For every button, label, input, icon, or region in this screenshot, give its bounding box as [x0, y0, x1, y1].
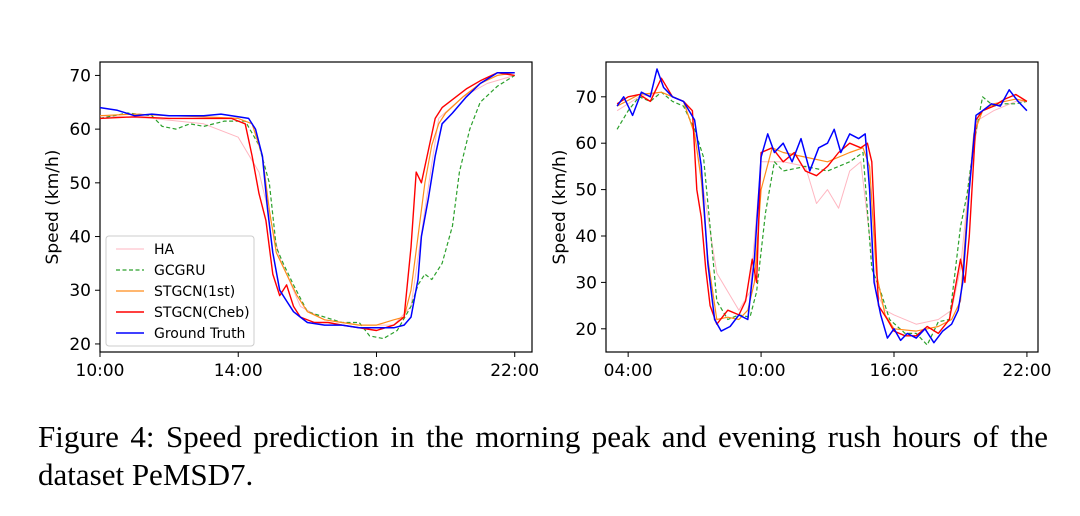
left-chart-frame	[99, 61, 533, 353]
right-ytick-label: 40	[575, 227, 597, 247]
left-chart-ylabel: Speed (km/h)	[43, 150, 63, 265]
legend-label-ha: HA	[154, 242, 175, 258]
right-ytick-label: 20	[575, 320, 597, 340]
legend-box	[105, 235, 255, 347]
right-ytick-label: 60	[575, 134, 597, 154]
right-series-stgcn-1st	[616, 91, 1028, 332]
figure-caption: Figure 4: Speed prediction in the mornin…	[38, 419, 1048, 492]
left-series-gcgru	[99, 74, 516, 340]
right-ytick-label: 30	[575, 273, 597, 293]
right-ytick-label: 70	[575, 88, 597, 108]
left-chart: 10:00 14:00 18:00 22:00 20 30 40 50 60 70 Speed (…	[43, 61, 539, 381]
left-ytick-label: 30	[69, 281, 91, 301]
right-xtick-label: 22:00	[1002, 361, 1051, 381]
legend-label-stgcn-1st: STGCN(1st)	[154, 284, 235, 300]
left-xtick-label: 22:00	[490, 361, 539, 381]
right-series-ground-truth	[616, 68, 1028, 344]
right-xtick-label: 10:00	[737, 361, 786, 381]
left-ytick-label: 20	[69, 335, 91, 355]
right-chart-frame	[605, 61, 1039, 353]
legend-label-gcgru: GCGRU	[154, 263, 205, 279]
left-ytick-label: 60	[69, 120, 91, 140]
left-ytick-label: 40	[69, 228, 91, 248]
legend-label-stgcn-cheb: STGCN(Cheb)	[154, 305, 250, 321]
left-ytick-label: 70	[69, 66, 91, 86]
left-series-stgcn-1st	[99, 72, 515, 326]
left-series-stgcn-cheb	[99, 71, 515, 332]
left-xtick-label: 18:00	[352, 361, 401, 381]
right-series-ha	[616, 91, 1027, 325]
right-chart: 04:00 10:00 16:00 22:00 20 30 40 50 60 70 Speed (…	[550, 61, 1051, 381]
right-series-stgcn-cheb	[616, 77, 1028, 337]
right-xtick-label: 04:00	[604, 361, 653, 381]
left-series-ground-truth	[99, 71, 515, 329]
right-xtick-label: 16:00	[870, 361, 919, 381]
left-ytick-label: 50	[69, 174, 91, 194]
left-xtick-label: 14:00	[214, 361, 263, 381]
legend: HA GCGRU STGCN(1st) STGCN(Cheb) Ground Truth	[105, 235, 255, 347]
legend-label-ground-truth: Ground Truth	[154, 326, 245, 342]
right-ytick-label: 50	[575, 181, 597, 201]
right-chart-ylabel: Speed (km/h)	[550, 150, 570, 265]
left-xtick-label: 10:00	[76, 361, 125, 381]
